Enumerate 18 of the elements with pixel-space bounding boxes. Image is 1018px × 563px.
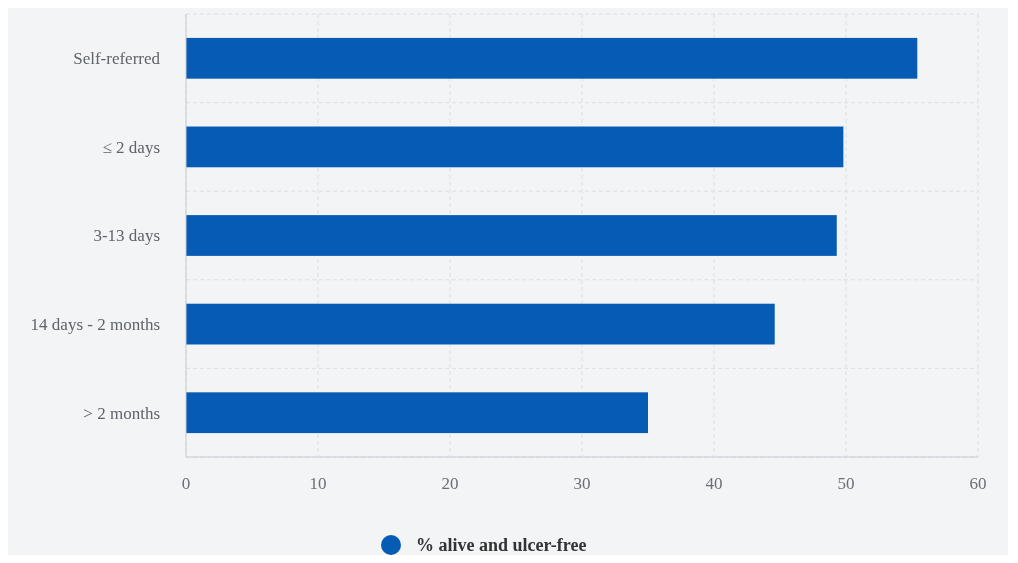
x-tick-label: 30 (573, 474, 591, 493)
y-tick-label: 3-13 days (93, 226, 160, 246)
x-tick-label: 60 (969, 474, 987, 493)
y-tick-label: > 2 months (83, 403, 160, 423)
bar (186, 126, 844, 168)
y-tick-label: 14 days - 2 months (30, 315, 160, 335)
y-tick-label: Self-referred (73, 49, 161, 69)
x-tick-label: 0 (181, 474, 191, 493)
bar (186, 392, 648, 434)
x-tick-label: 40 (705, 474, 723, 493)
bar (186, 215, 837, 256)
x-tick-label: 20 (441, 474, 459, 493)
x-tick-label: 50 (837, 474, 855, 493)
bar (186, 303, 775, 345)
legend-label: % alive and ulcer-free (416, 535, 587, 556)
x-tick-label: 10 (309, 474, 327, 493)
bar (186, 37, 918, 79)
y-tick-label: ≤ 2 days (102, 137, 160, 157)
